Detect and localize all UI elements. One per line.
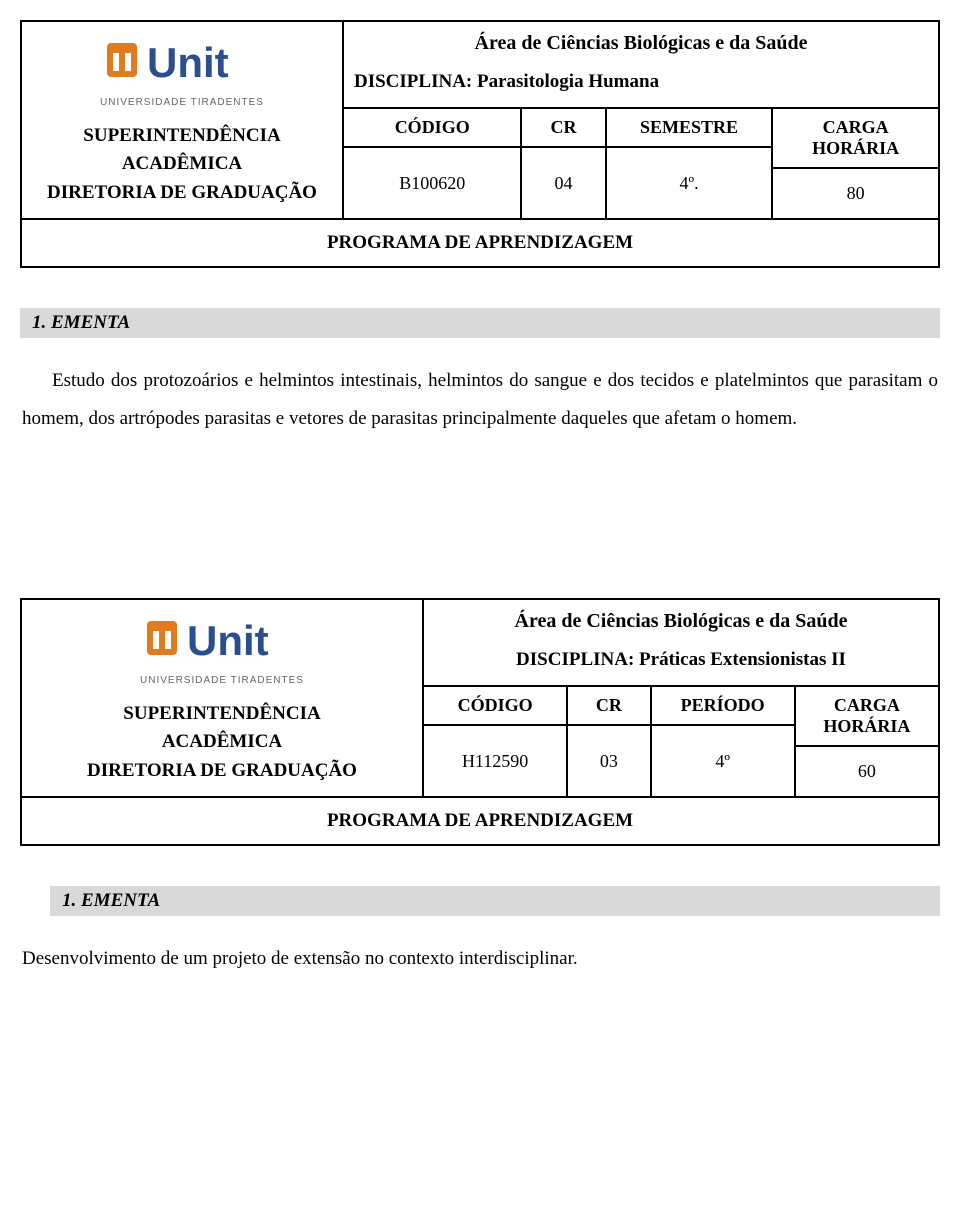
- area-title: Área de Ciências Biológicas e da Saúde: [344, 22, 938, 71]
- programa-row: PROGRAMA DE APRENDIZAGEM: [22, 798, 938, 844]
- disciplina-label: DISCIPLINA: Parasitologia Humana: [344, 71, 938, 107]
- dept-line: DIRETORIA DE GRADUAÇÃO: [87, 757, 357, 786]
- svg-text:Unit: Unit: [147, 39, 229, 86]
- col-val: 4º.: [607, 148, 772, 218]
- col-carga: CARGA HORÁRIA 80: [773, 109, 938, 218]
- unit-logo: Unit: [107, 33, 257, 91]
- course-block-1: Unit UNIVERSIDADE TIRADENTES SUPERINTEND…: [20, 20, 940, 268]
- ementa-body: Desenvolvimento de um projeto de extensã…: [20, 940, 940, 978]
- disciplina-label: DISCIPLINA: Práticas Extensionistas II: [424, 649, 938, 685]
- dept-line: SUPERINTENDÊNCIA: [47, 122, 317, 151]
- programa-row: PROGRAMA DE APRENDIZAGEM: [22, 220, 938, 266]
- col-codigo: CÓDIGO H112590: [424, 687, 568, 796]
- codes-table: CÓDIGO H112590 CR 03 PERÍODO 4º CARGA HO…: [424, 685, 938, 796]
- col-head: CARGA HORÁRIA: [773, 109, 938, 169]
- codes-table: CÓDIGO B100620 CR 04 SEMESTRE 4º. CARGA …: [344, 107, 938, 218]
- col-head: SEMESTRE: [607, 109, 772, 148]
- unit-logo: Unit: [147, 611, 297, 669]
- header-right-cell: Área de Ciências Biológicas e da Saúde D…: [344, 22, 938, 218]
- logo-subtitle: UNIVERSIDADE TIRADENTES: [100, 97, 264, 108]
- ementa-body: Estudo dos protozoários e helmintos inte…: [20, 362, 940, 438]
- col-val: 04: [522, 148, 604, 218]
- dept-line: DIRETORIA DE GRADUAÇÃO: [47, 179, 317, 208]
- logo-department-cell: Unit UNIVERSIDADE TIRADENTES SUPERINTEND…: [22, 22, 344, 218]
- col-val: H112590: [424, 726, 566, 796]
- col-head: CARGA HORÁRIA: [796, 687, 938, 747]
- course-block-2: Unit UNIVERSIDADE TIRADENTES SUPERINTEND…: [20, 598, 940, 846]
- header-row: Unit UNIVERSIDADE TIRADENTES SUPERINTEND…: [22, 600, 938, 798]
- department-lines: SUPERINTENDÊNCIA ACADÊMICA DIRETORIA DE …: [47, 122, 317, 208]
- col-head: PERÍODO: [652, 687, 794, 726]
- col-head: CÓDIGO: [424, 687, 566, 726]
- col-periodo: PERÍODO 4º: [652, 687, 796, 796]
- ementa-heading: 1. EMENTA: [50, 886, 940, 916]
- dept-line: ACADÊMICA: [47, 150, 317, 179]
- area-title: Área de Ciências Biológicas e da Saúde: [424, 600, 938, 649]
- col-head: CÓDIGO: [344, 109, 520, 148]
- col-val: B100620: [344, 148, 520, 218]
- dept-line: ACADÊMICA: [87, 728, 357, 757]
- col-head: CR: [522, 109, 604, 148]
- logo-department-cell: Unit UNIVERSIDADE TIRADENTES SUPERINTEND…: [22, 600, 424, 796]
- col-head: CR: [568, 687, 649, 726]
- logo-subtitle: UNIVERSIDADE TIRADENTES: [140, 675, 304, 686]
- header-right-cell: Área de Ciências Biológicas e da Saúde D…: [424, 600, 938, 796]
- col-cr: CR 03: [568, 687, 651, 796]
- dept-line: SUPERINTENDÊNCIA: [87, 700, 357, 729]
- col-codigo: CÓDIGO B100620: [344, 109, 522, 218]
- col-val: 4º: [652, 726, 794, 796]
- header-row: Unit UNIVERSIDADE TIRADENTES SUPERINTEND…: [22, 22, 938, 220]
- ementa-heading: 1. EMENTA: [20, 308, 940, 338]
- col-val: 80: [773, 169, 938, 218]
- department-lines: SUPERINTENDÊNCIA ACADÊMICA DIRETORIA DE …: [87, 700, 357, 786]
- col-semestre: SEMESTRE 4º.: [607, 109, 774, 218]
- col-val: 60: [796, 747, 938, 796]
- col-cr: CR 04: [522, 109, 606, 218]
- col-val: 03: [568, 726, 649, 796]
- svg-text:Unit: Unit: [187, 617, 269, 664]
- col-carga: CARGA HORÁRIA 60: [796, 687, 938, 796]
